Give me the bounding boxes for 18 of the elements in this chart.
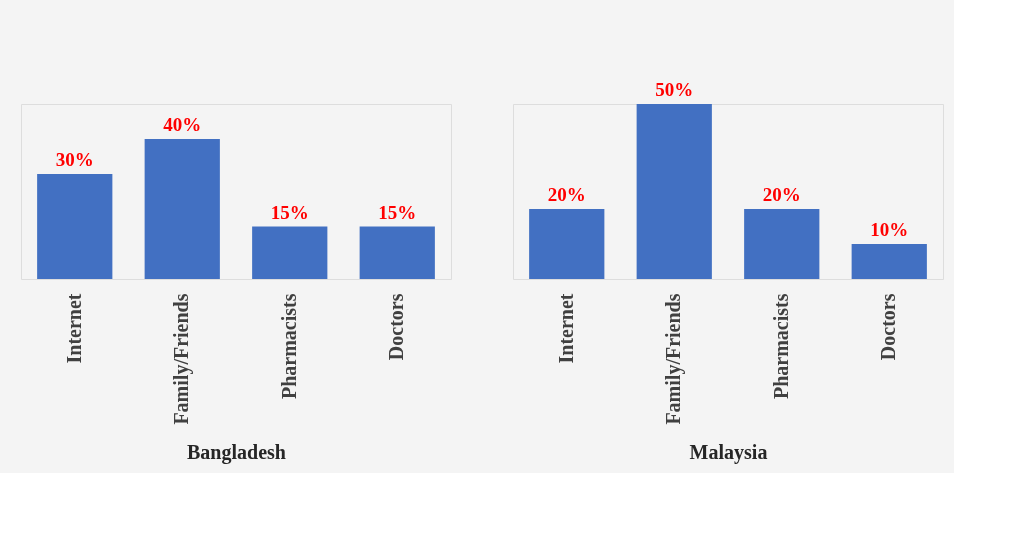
x-tick-label: Family/Friends [170, 293, 194, 425]
x-tick-label: Internet [62, 293, 85, 364]
x-axis-title: Malaysia [689, 440, 768, 464]
x-tick-label: Doctors [877, 293, 900, 361]
data-label: 10% [870, 219, 909, 240]
x-tick-label: Internet [554, 293, 577, 364]
x-tick-label: Pharmacists [277, 293, 300, 400]
x-tick-label: Family/Friends [662, 293, 686, 425]
data-label: 15% [270, 201, 309, 223]
data-label: 50% [655, 79, 694, 100]
data-label: 20% [547, 184, 586, 205]
x-tick-label: Pharmacists [769, 293, 792, 400]
data-label: 40% [163, 114, 202, 135]
x-axis-title: Bangladesh [187, 440, 286, 464]
data-label: 30% [55, 149, 94, 170]
data-label: 20% [762, 184, 801, 205]
x-tick-label: Doctors [385, 293, 408, 361]
data-label: 15% [378, 201, 417, 223]
